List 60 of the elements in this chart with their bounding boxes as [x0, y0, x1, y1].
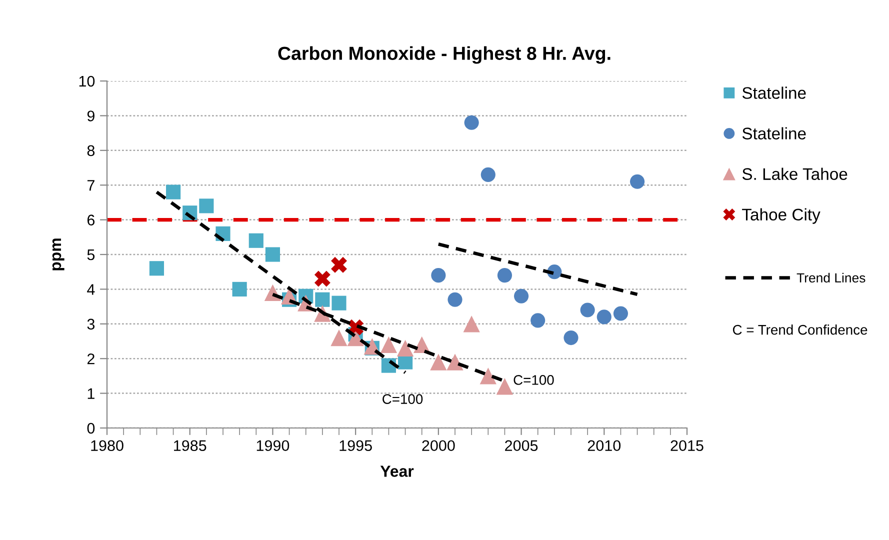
point — [480, 167, 496, 182]
point — [630, 174, 645, 189]
y-tick-label: 4 — [87, 284, 95, 295]
point — [496, 378, 514, 395]
point — [464, 115, 479, 130]
point — [248, 233, 264, 248]
x-tick-label: 2010 — [588, 440, 621, 452]
legend-label: S. Lake Tahoe — [742, 168, 848, 180]
y-tick-label: 2 — [87, 353, 94, 364]
point — [431, 268, 446, 283]
point — [332, 296, 346, 310]
point — [331, 256, 347, 273]
point — [530, 313, 546, 328]
point — [166, 184, 181, 200]
x-tick-label: 2015 — [670, 440, 704, 452]
annotation: C=100 — [514, 375, 554, 385]
point — [232, 282, 247, 296]
point — [596, 310, 612, 324]
point — [514, 288, 529, 304]
point — [613, 306, 628, 321]
point — [446, 354, 464, 370]
x-tick-label: 1995 — [340, 440, 372, 452]
chart-title: Carbon Monoxide - Highest 8 Hr. Avg. — [278, 46, 610, 64]
y-tick-label: 5 — [87, 250, 95, 260]
point — [430, 354, 447, 370]
annotation: C=100 — [382, 394, 423, 404]
x-tick-label: 2000 — [422, 440, 455, 452]
legend-label: Stateline — [742, 127, 806, 140]
y-tick-label: 3 — [87, 318, 95, 330]
text: C = Trend Confidence — [732, 324, 868, 335]
x-tick-label: 1980 — [91, 440, 124, 452]
x-tick-label: 2005 — [505, 440, 538, 452]
legend-label: Stateline — [742, 86, 806, 99]
x-tick-label: 1990 — [256, 440, 290, 452]
point — [265, 247, 280, 262]
point — [580, 302, 595, 318]
point — [463, 316, 480, 332]
y-axis-title: ppm — [52, 238, 64, 270]
point — [199, 198, 214, 214]
y-tick-label: 6 — [87, 214, 95, 226]
point — [149, 261, 164, 276]
point — [330, 329, 348, 346]
legend-label: Trend Lines — [796, 272, 866, 283]
point — [480, 368, 496, 384]
point — [448, 292, 462, 307]
y-tick-label: 8 — [87, 145, 95, 156]
y-tick-label: 9 — [87, 110, 94, 122]
point — [497, 268, 512, 283]
point — [380, 336, 398, 354]
point — [564, 330, 578, 346]
legend-label: Tahoe City — [742, 208, 820, 224]
point — [396, 340, 414, 357]
point — [315, 292, 330, 307]
y-tick-label: 10 — [79, 76, 95, 87]
point — [314, 270, 330, 287]
y-tick-label: 0 — [87, 422, 95, 434]
y-tick-label: 7 — [87, 180, 94, 191]
x-tick-label: 1985 — [174, 440, 206, 452]
y-tick-label: 1 — [88, 388, 94, 399]
x-axis-title: Year — [380, 466, 414, 477]
